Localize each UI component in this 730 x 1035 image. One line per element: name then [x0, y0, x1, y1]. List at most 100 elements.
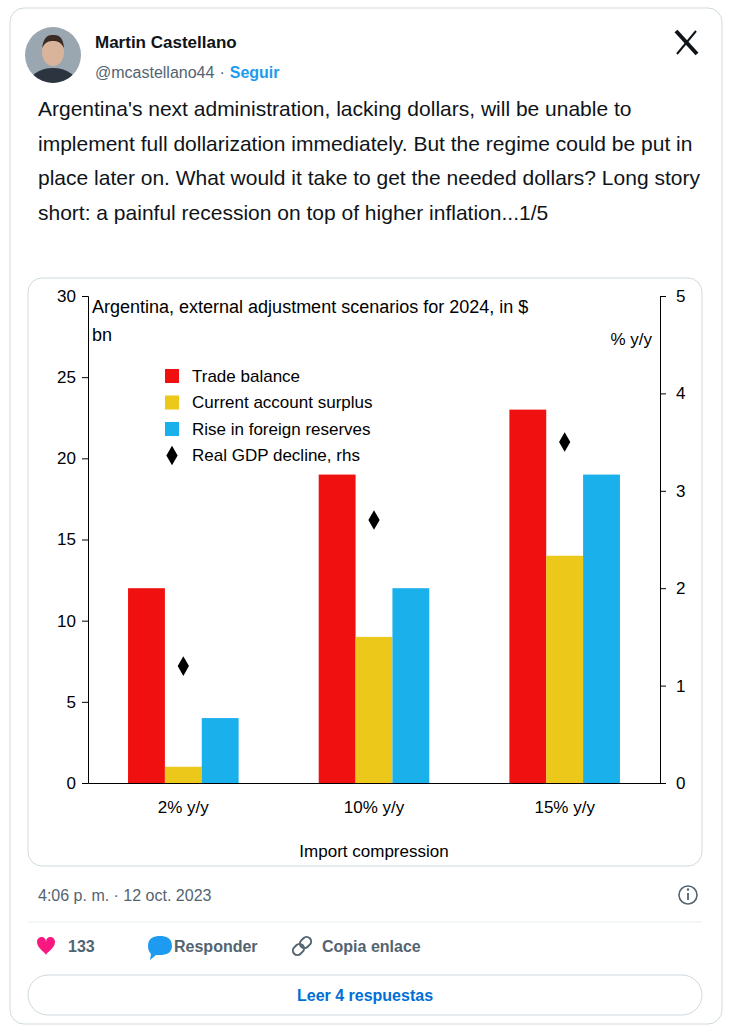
tick-label: 5 — [67, 693, 76, 712]
tick-label: 15 — [57, 530, 76, 549]
point — [368, 510, 379, 530]
tick-mark — [82, 621, 88, 622]
tick-label: 10% y/y — [344, 798, 405, 817]
tick-label: 0 — [676, 774, 685, 793]
axis: 0 1 2 3 4 5 — [660, 287, 685, 793]
avatar — [25, 27, 81, 104]
legend-swatch — [165, 422, 179, 436]
heart-icon[interactable] — [37, 937, 55, 955]
post-text-line: short: a painful recession on top of hig… — [38, 201, 548, 224]
tick: 2 — [660, 579, 685, 598]
link-icon[interactable] — [291, 935, 313, 957]
tick-label: 15% y/y — [534, 798, 595, 817]
legend-label: Trade balance — [192, 367, 300, 386]
chart-title-line: Argentina, external adjustment scenarios… — [92, 297, 528, 317]
tick: 15 — [57, 530, 88, 549]
tick-mark — [82, 540, 88, 541]
tick-label: 5 — [676, 287, 685, 306]
tick-mark — [660, 686, 666, 687]
axis-line — [82, 297, 89, 784]
tick-label: 2% y/y — [158, 798, 210, 817]
info-dot — [687, 888, 689, 890]
point — [178, 656, 189, 676]
author-name: Martin Castellano — [95, 33, 237, 52]
tick-mark — [660, 588, 666, 589]
info-stem — [687, 893, 689, 900]
legend-label: Rise in foreign reserves — [192, 420, 371, 439]
separator-line — [28, 921, 702, 923]
tick: 10% y/y — [344, 783, 405, 817]
tick-label: 1 — [676, 677, 685, 696]
copy-link-button[interactable]: Copia enlace — [322, 938, 421, 955]
timestamp: 4:06 p. m. · 12 oct. 2023 — [38, 887, 212, 904]
post-text: Argentina's next administration, lacking… — [38, 97, 700, 224]
bar — [392, 588, 429, 783]
tick: 2% y/y — [158, 783, 210, 817]
link-ring — [291, 942, 306, 957]
x-axis-title: Import compression — [299, 842, 448, 861]
tick-label: 25 — [57, 368, 76, 387]
tick: 5 — [67, 693, 88, 712]
tick: 4 — [660, 384, 685, 403]
point — [559, 432, 570, 452]
tick-label: 30 — [57, 287, 76, 306]
handle-line: @mcastellano44·Seguir — [95, 64, 280, 81]
x-logo — [676, 31, 697, 54]
handle: @mcastellano44 — [95, 64, 215, 81]
page: Martin Castellano @mcastellano44·Seguir Ar… — [0, 0, 730, 1035]
tick-mark — [82, 296, 88, 297]
reply-icon[interactable] — [148, 936, 172, 960]
like-count: 133 — [68, 938, 95, 955]
tick-mark — [660, 491, 666, 492]
axis: 2% y/y 10% y/y 15% y/y — [89, 783, 661, 817]
legend-swatch — [166, 446, 177, 466]
avatar-hair — [42, 35, 64, 48]
tick-label: 0 — [67, 774, 76, 793]
tick-mark — [82, 702, 88, 703]
x-logo-stroke — [676, 31, 697, 54]
tick-mark — [660, 783, 666, 784]
info-circle — [679, 886, 697, 904]
info-icon[interactable] — [679, 886, 697, 904]
bar — [546, 556, 583, 783]
legend-label: Current account surplus — [192, 393, 372, 412]
card — [10, 8, 722, 1024]
follow-button[interactable]: Seguir — [230, 64, 280, 81]
post-text-line: place later on. What would it take to ge… — [38, 166, 700, 189]
tick: 1 — [660, 677, 685, 696]
legend-swatch — [165, 369, 179, 383]
y2-axis-title: % y/y — [610, 330, 652, 349]
tick: 15% y/y — [534, 783, 595, 817]
axis-line — [661, 297, 667, 784]
bar — [319, 475, 356, 783]
tick: 10 — [57, 612, 88, 631]
tick-label: 10 — [57, 612, 76, 631]
tick: 20 — [57, 449, 88, 468]
chart-title-line: bn — [92, 325, 112, 345]
link-ring — [298, 935, 313, 950]
bar — [202, 718, 239, 783]
tick-label: 4 — [676, 384, 685, 403]
bar — [165, 767, 202, 783]
chart-frame — [28, 278, 702, 866]
tick-mark — [660, 296, 666, 297]
plot-area — [128, 410, 620, 783]
tick: 3 — [660, 482, 685, 501]
tick: 0 — [67, 774, 88, 793]
tick-label: 2 — [676, 579, 685, 598]
axis: 0 5 10 15 20 25 30 — [57, 287, 88, 793]
tick-label: 20 — [57, 449, 76, 468]
tick: 30 — [57, 287, 88, 306]
legend: Trade balance Current account surplus Rise… — [165, 367, 372, 466]
bar — [509, 410, 546, 783]
chart-title: Argentina, external adjustment scenarios… — [92, 297, 528, 345]
post-text-line: Argentina's next administration, lacking… — [38, 97, 632, 120]
read-replies-button[interactable] — [28, 975, 702, 1015]
tick: 0 — [660, 774, 685, 793]
post-text-line: implement full dollarization immediately… — [38, 132, 692, 155]
bar — [128, 588, 165, 783]
reply-button[interactable]: Responder — [174, 938, 258, 955]
tick: 25 — [57, 368, 88, 387]
bar — [583, 475, 620, 783]
read-replies-label[interactable]: Leer 4 respuestas — [297, 987, 433, 1004]
